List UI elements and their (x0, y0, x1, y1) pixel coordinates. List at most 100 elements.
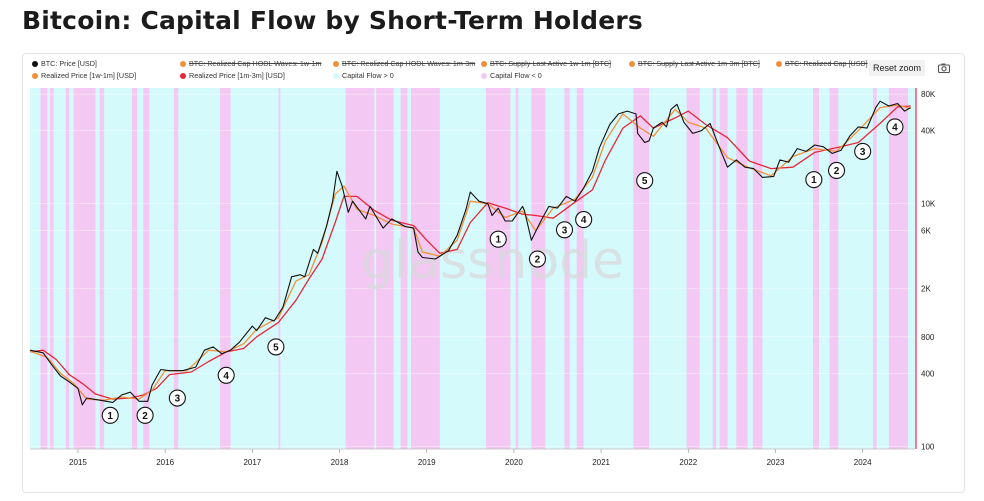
x-tick-label: 2015 (69, 458, 87, 467)
legend-label: BTC: Realized Cap HODL Waves: 1m-3m (342, 59, 476, 68)
reset-zoom-button[interactable]: Reset zoom (869, 60, 925, 76)
legend-item-2[interactable]: BTC: Realized Cap HODL Waves: 1w-1m (180, 59, 321, 68)
annotation-label: 5 (273, 342, 279, 353)
x-tick-label: 2018 (331, 458, 349, 467)
annotation-badge (555, 221, 574, 239)
legend-label: BTC: Price [USD] (41, 59, 97, 68)
capital-flow-negative-band (719, 88, 728, 449)
capital-flow-negative-band (65, 88, 70, 449)
annotation-label: 4 (581, 215, 587, 226)
legend-item-4[interactable]: BTC: Supply Last Active 1w-1m [BTC] (481, 59, 611, 68)
annotation-badge (575, 211, 593, 229)
capital-flow-negative-band (50, 88, 54, 449)
capital-flow-negative-band (515, 88, 519, 449)
capital-flow-negative-band (99, 88, 105, 449)
annotation-label: 4 (892, 122, 898, 133)
chart-legend: BTC: Price [USD] BTC: Realized Cap HODL W… (30, 59, 868, 85)
annotation-label: 1 (811, 175, 817, 186)
capital-flow-negative-band (531, 88, 546, 449)
legend-marker (32, 72, 38, 79)
y-tick-label: 100 (921, 442, 935, 451)
capital-flow-negative-band (132, 88, 138, 449)
x-tick-label: 2021 (592, 458, 610, 467)
y-tick-label: 40K (921, 127, 936, 136)
annotation-badge (886, 118, 904, 136)
annotation-badge (805, 171, 823, 189)
x-tick-label: 2023 (767, 458, 785, 467)
annotation-label: 1 (495, 235, 501, 246)
y-tick-label: 800 (921, 333, 935, 342)
capital-flow-negative-band (143, 88, 150, 449)
page-title: Bitcoin: Capital Flow by Short-Term Hold… (22, 6, 643, 35)
annotation-badge (168, 389, 186, 407)
legend-item-3[interactable]: BTC: Realized Cap HODL Waves: 1m-3m (333, 59, 475, 68)
legend-label: Capital Flow > 0 (342, 71, 394, 80)
annotation-label: 2 (834, 166, 840, 177)
capital-flow-negative-band (829, 88, 839, 449)
legend-label: BTC: Realized Cap HODL Waves: 1w-1m (189, 59, 322, 68)
capital-flow-negative-band (220, 88, 231, 449)
annotation-badge (528, 250, 547, 268)
annotation-badge (136, 406, 154, 424)
legend-label: BTC: Supply Last Active 1w-1m [BTC] (490, 59, 612, 68)
annotation-label: 3 (562, 225, 568, 236)
capital-flow-negative-band (736, 88, 748, 449)
legend-label: Realized Price [1w-1m] [USD] (41, 71, 137, 80)
legend-item-7[interactable]: Realized Price [1w-1m] [USD] (32, 71, 136, 80)
annotation-badge (827, 161, 846, 180)
legend-marker (180, 72, 186, 79)
x-tick-label: 2017 (243, 458, 261, 467)
x-tick-label: 2022 (679, 458, 697, 467)
legend-item-1[interactable]: BTC: Price [USD] (32, 59, 97, 68)
annotation-badge (854, 142, 872, 160)
legend-marker (180, 60, 186, 67)
annotation-badge (267, 338, 285, 356)
capital-flow-negative-band (400, 88, 408, 449)
legend-item-9[interactable]: Capital Flow > 0 (333, 71, 394, 80)
legend-item-5[interactable]: BTC: Supply Last Active 1m-3m [BTC] (629, 59, 760, 68)
legend-label: BTC: Supply Last Active 1m-3m [BTC] (638, 59, 760, 68)
x-tick-label: 2024 (854, 458, 872, 467)
capital-flow-negative-band (345, 88, 375, 449)
legend-item-10[interactable]: Capital Flow < 0 (481, 71, 542, 80)
legend-label: Realized Price [1m-3m] [USD] (189, 71, 285, 80)
annotation-badge (489, 230, 507, 248)
capital-flow-negative-band (564, 88, 570, 449)
annotation-badge (217, 366, 235, 384)
capital-flow-negative-band (376, 88, 394, 449)
legend-item-6[interactable]: BTC: Realized Cap [USD] (776, 59, 868, 68)
capital-flow-negative-band (812, 88, 820, 449)
x-tick-label: 2019 (418, 458, 436, 467)
capital-flow-negative-band (873, 88, 877, 449)
annotation-label: 2 (142, 411, 148, 422)
legend-label: Capital Flow < 0 (490, 71, 542, 80)
annotation-badge (101, 406, 119, 424)
annotation-label: 4 (223, 371, 229, 382)
capital-flow-negative-band (40, 88, 48, 449)
annotation-label: 5 (642, 176, 648, 187)
legend-label: BTC: Realized Cap [USD] (785, 59, 868, 68)
annotation-label: 2 (535, 255, 541, 266)
annotation-label: 1 (107, 411, 113, 422)
capital-flow-negative-band (278, 88, 281, 449)
legend-marker (481, 60, 487, 67)
annotation-badge (636, 172, 654, 190)
series-line-1 (29, 100, 911, 406)
camera-icon[interactable] (937, 61, 951, 75)
capital-flow-negative-band (888, 88, 909, 449)
legend-item-8[interactable]: Realized Price [1m-3m] [USD] (180, 71, 285, 80)
legend-marker (333, 72, 339, 79)
legend-marker (481, 72, 487, 79)
legend-marker (333, 60, 339, 67)
y-tick-label: 10K (921, 200, 936, 209)
legend-marker (629, 60, 635, 67)
x-tick-label: 2016 (156, 458, 174, 467)
y-tick-label: 80K (921, 90, 936, 99)
annotation-label: 3 (860, 147, 866, 158)
capital-flow-negative-band (73, 88, 96, 449)
y-tick-label: 2K (921, 285, 931, 294)
capital-flow-negative-band (411, 88, 440, 449)
capital-flow-negative-band (576, 88, 584, 449)
capital-flow-negative-band (173, 88, 179, 449)
